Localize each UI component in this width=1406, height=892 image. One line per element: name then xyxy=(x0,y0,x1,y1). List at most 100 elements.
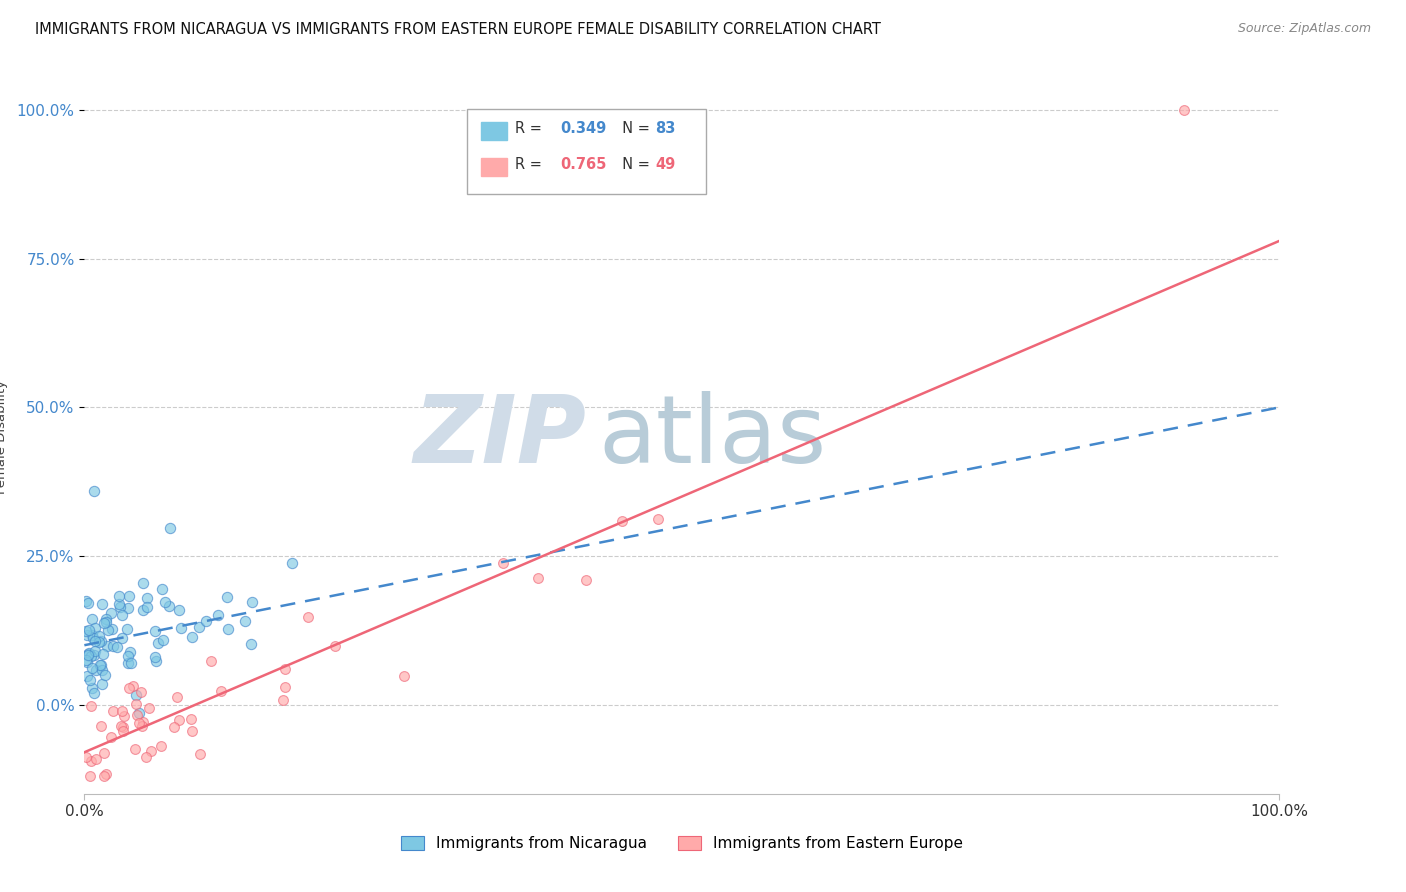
Point xyxy=(143,650,166,665)
Point xyxy=(152,633,174,648)
Point xyxy=(84,621,107,635)
Point xyxy=(93,746,115,760)
Text: 83: 83 xyxy=(655,121,676,136)
Point xyxy=(117,600,139,615)
Point xyxy=(117,657,139,671)
Point xyxy=(180,712,202,726)
Point xyxy=(83,644,105,658)
Bar xyxy=(481,158,508,176)
Point xyxy=(77,623,100,637)
Text: IMMIGRANTS FROM NICARAGUA VS IMMIGRANTS FROM EASTERN EUROPE FEMALE DISABILITY CO: IMMIGRANTS FROM NICARAGUA VS IMMIGRANTS … xyxy=(35,22,882,37)
Point xyxy=(207,608,229,623)
Point xyxy=(136,591,159,605)
Point xyxy=(111,607,134,622)
Point xyxy=(240,637,263,651)
Point xyxy=(103,639,125,653)
Point xyxy=(84,633,107,648)
Point xyxy=(169,621,191,635)
Text: atlas: atlas xyxy=(599,391,827,483)
Point xyxy=(118,589,141,603)
Point xyxy=(647,512,669,526)
Point xyxy=(90,719,112,733)
Point xyxy=(79,673,101,688)
Text: 0.349: 0.349 xyxy=(560,121,606,136)
Point xyxy=(125,697,148,711)
Point xyxy=(121,679,143,693)
Point xyxy=(128,716,150,731)
Point xyxy=(75,653,97,667)
Text: ZIP: ZIP xyxy=(413,391,586,483)
Point xyxy=(117,649,139,664)
Point xyxy=(90,634,112,648)
Point xyxy=(89,635,111,649)
Point xyxy=(87,629,110,643)
Text: 0.765: 0.765 xyxy=(560,157,606,172)
Text: Source: ZipAtlas.com: Source: ZipAtlas.com xyxy=(1237,22,1371,36)
Point xyxy=(117,622,139,636)
Point xyxy=(135,599,157,614)
Point xyxy=(86,752,108,766)
Point xyxy=(80,660,103,674)
Point xyxy=(76,647,98,661)
Point xyxy=(76,668,98,682)
Point xyxy=(146,636,169,650)
Text: N =: N = xyxy=(613,157,654,172)
Point xyxy=(271,693,294,707)
Text: R =: R = xyxy=(515,157,546,172)
Point xyxy=(159,521,181,535)
Point xyxy=(124,742,146,756)
Point xyxy=(108,600,131,615)
Point xyxy=(118,681,141,695)
Point xyxy=(274,680,297,694)
Point xyxy=(105,640,128,655)
Point xyxy=(492,556,515,570)
Point xyxy=(82,628,104,642)
Point xyxy=(217,622,239,636)
Point xyxy=(94,668,117,682)
Point xyxy=(195,614,218,628)
Point xyxy=(181,630,204,644)
Point xyxy=(131,715,153,730)
Point xyxy=(112,723,135,738)
Point xyxy=(94,615,117,629)
Point xyxy=(169,603,191,617)
Point xyxy=(163,720,186,734)
Point xyxy=(79,648,101,663)
Point xyxy=(612,514,634,528)
Point xyxy=(169,713,191,727)
Point xyxy=(79,769,101,783)
Point xyxy=(157,599,180,613)
Point xyxy=(90,677,112,691)
Point xyxy=(200,654,222,668)
Point xyxy=(80,681,103,696)
Point xyxy=(575,573,598,587)
Point xyxy=(131,719,153,733)
Point xyxy=(209,683,232,698)
Point xyxy=(190,747,212,761)
Point xyxy=(127,707,149,722)
Point xyxy=(84,663,107,677)
Point xyxy=(91,663,114,677)
Point xyxy=(80,755,103,769)
Point xyxy=(150,582,173,596)
Point xyxy=(101,704,124,718)
Point xyxy=(143,624,166,638)
Point xyxy=(96,612,118,626)
Point xyxy=(145,654,167,668)
Point xyxy=(132,603,155,617)
Point xyxy=(108,597,131,611)
Point xyxy=(138,701,160,715)
Point xyxy=(1173,103,1195,117)
Point xyxy=(120,656,142,670)
Point xyxy=(108,590,131,604)
Point xyxy=(76,750,98,764)
Point xyxy=(215,590,238,604)
Point xyxy=(110,719,132,733)
Point xyxy=(125,688,148,702)
Y-axis label: Female Disability: Female Disability xyxy=(0,380,8,494)
Point xyxy=(75,624,97,639)
Point xyxy=(132,575,155,590)
Point xyxy=(235,614,257,628)
Point xyxy=(150,739,173,754)
Point xyxy=(274,662,297,676)
